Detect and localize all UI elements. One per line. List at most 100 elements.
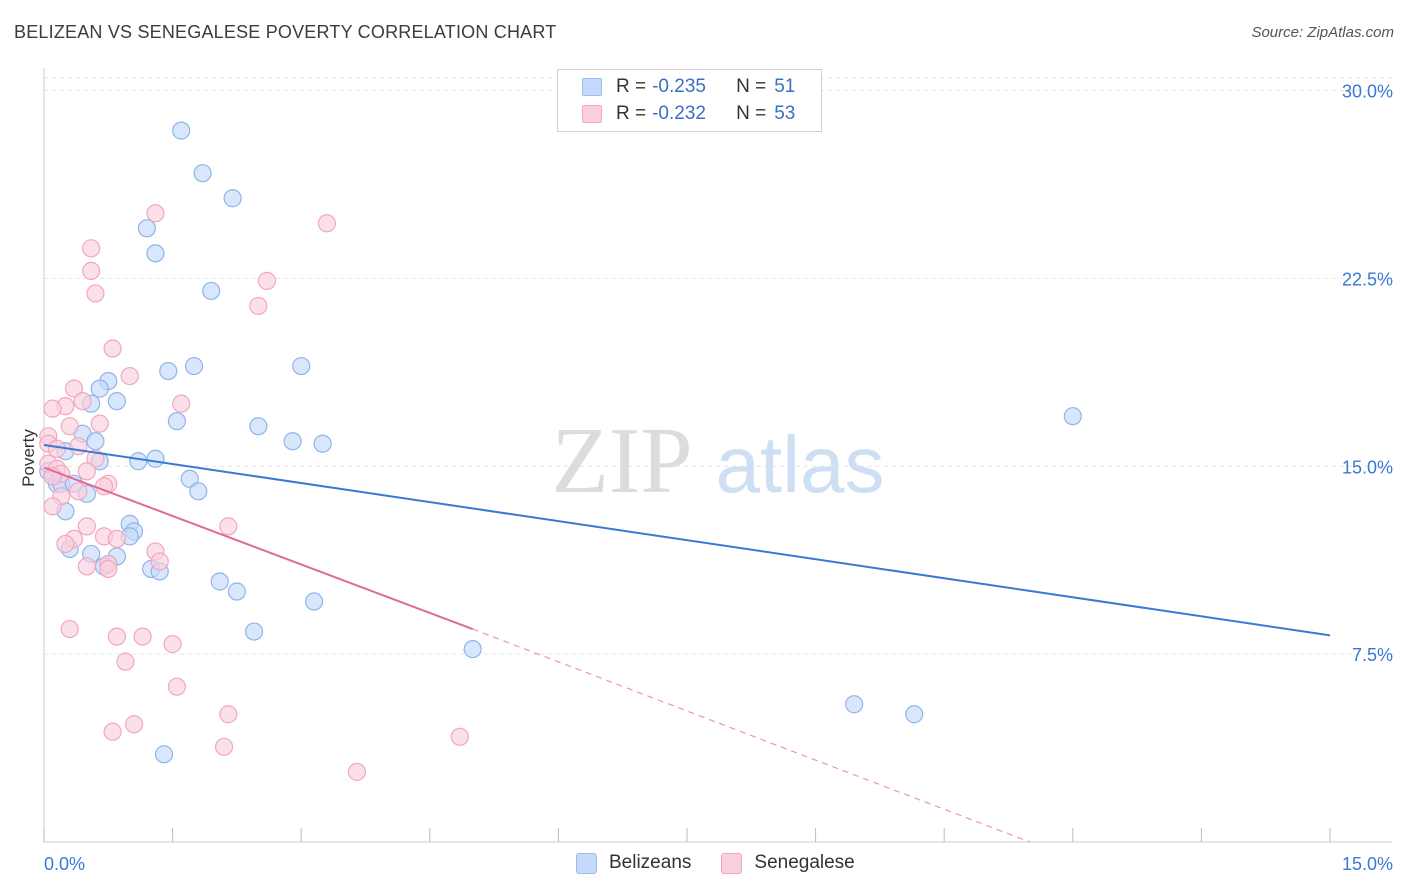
watermark-zip: ZIP [552,409,693,513]
point-belizeans [86,432,105,451]
point-senegalese [77,462,96,481]
legend-swatch-senegalese [582,105,602,123]
trend-extension-senegalese [472,628,1031,843]
point-belizeans [137,219,156,238]
point-belizeans [180,469,199,488]
y-tick-label: 30.0% [1342,82,1393,102]
point-belizeans [154,745,174,764]
source-credit: Source: ZipAtlas.com [1251,24,1394,41]
point-senegalese [317,214,337,233]
point-belizeans [249,417,268,436]
point-belizeans [283,432,302,451]
point-belizeans [172,121,191,140]
point-senegalese [73,392,92,411]
point-senegalese [99,559,118,579]
point-belizeans [313,434,332,453]
point-senegalese [163,635,182,654]
series-legend: Belizeans Senegalese [576,852,885,874]
point-belizeans [146,449,165,468]
point-belizeans [845,695,864,714]
point-belizeans [167,412,186,431]
point-belizeans [227,582,246,601]
point-belizeans [202,281,221,301]
point-senegalese [64,379,84,398]
point-senegalese [124,715,144,734]
trend-lines [43,443,1331,843]
point-senegalese [219,705,238,724]
point-belizeans [210,572,229,591]
point-belizeans [189,482,208,501]
point-senegalese [82,261,101,280]
tick-labels: 7.5% 15.0% 22.5% 30.0% 0.0% 15.0% [44,82,1393,874]
point-belizeans [244,622,264,641]
x-tick-label: 15.0% [1342,854,1393,874]
point-senegalese [103,722,122,741]
point-senegalese [43,497,62,516]
point-belizeans [905,705,924,724]
point-belizeans [146,244,165,263]
point-belizeans [304,592,324,611]
watermark: ZIP atlas [552,409,885,513]
trend-line-belizeans [43,443,1331,637]
point-senegalese [150,552,169,571]
point-senegalese [77,517,96,536]
point-belizeans [463,640,482,659]
legend-n-value: 53 [774,103,796,124]
point-belizeans [1063,407,1082,426]
y-tick-label: 22.5% [1342,269,1393,289]
grid-lines [44,77,1392,655]
axes [43,68,1392,843]
point-belizeans [193,164,212,183]
point-senegalese [86,449,105,468]
point-belizeans [223,189,242,208]
legend-swatch-senegalese [721,852,743,874]
legend-r-value: -0.232 [652,103,706,124]
legend-r-value: -0.235 [652,76,706,97]
x-tick-label: 0.0% [44,854,85,874]
point-belizeans [184,356,204,376]
y-tick-label: 15.0% [1342,457,1393,477]
point-senegalese [69,437,88,456]
legend-label-senegalese: Senegalese [754,852,855,873]
y-axis-label: Poverty [19,429,38,487]
y-tick-label: 7.5% [1352,645,1393,665]
point-senegalese [146,204,165,223]
point-senegalese [82,239,101,258]
point-senegalese [214,737,234,756]
point-senegalese [347,762,367,781]
point-senegalese [107,627,126,646]
legend-n-label: N = [736,76,767,97]
legend-label-belizeans: Belizeans [609,852,692,873]
point-senegalese [249,296,268,316]
point-senegalese [103,339,122,358]
point-belizeans [292,356,311,376]
point-senegalese [90,414,109,433]
chart-title: BELIZEAN VS SENEGALESE POVERTY CORRELATI… [14,22,557,42]
legend-item-belizeans[interactable]: Belizeans [576,852,691,874]
legend-item-senegalese[interactable]: Senegalese [721,852,855,874]
point-senegalese [69,482,88,501]
trend-line-senegalese [43,466,474,631]
legend-r-label: R = [616,103,647,124]
legend-row-belizeans: R = -0.235 N = 51 [582,74,795,100]
point-senegalese [257,271,277,290]
point-senegalese [77,557,96,576]
point-senegalese [116,652,135,671]
point-belizeans [129,452,148,471]
point-senegalese [86,284,105,303]
point-senegalese [450,727,469,746]
data-points [39,121,1082,781]
point-senegalese [60,619,79,639]
point-belizeans [107,392,126,411]
point-senegalese [107,529,126,549]
point-senegalese [120,366,139,386]
correlation-legend: R = -0.235 N = 51 R = -0.232 N = 53 [557,69,822,132]
legend-r-label: R = [616,76,647,97]
legend-row-senegalese: R = -0.232 N = 53 [582,101,795,127]
point-belizeans [159,361,178,381]
legend-n-label: N = [736,103,767,124]
point-senegalese [60,417,79,436]
point-senegalese [167,677,186,696]
legend-swatch-belizeans [582,78,602,96]
